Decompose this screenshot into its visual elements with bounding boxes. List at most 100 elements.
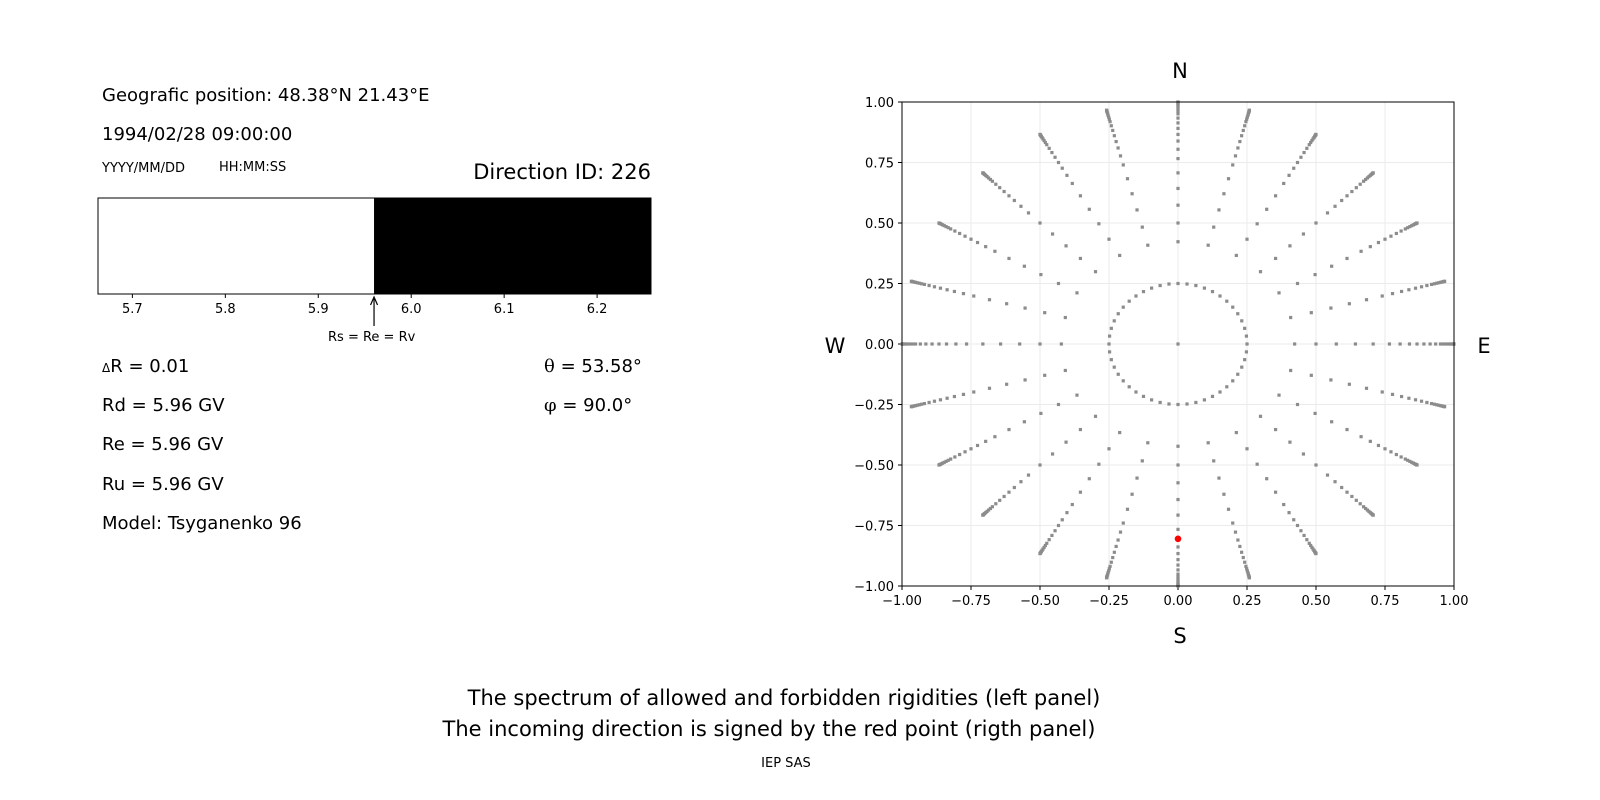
- grid-point: [1176, 126, 1180, 130]
- grid-point: [1240, 550, 1244, 554]
- grid-point: [1347, 302, 1351, 306]
- grid-point: [1245, 117, 1249, 121]
- grid-point: [1194, 400, 1198, 405]
- grid-point: [937, 342, 941, 346]
- datetime: 1994/02/28 09:00:00: [102, 124, 293, 145]
- grid-point: [1107, 569, 1111, 573]
- grid-point: [1218, 294, 1222, 298]
- grid-point: [1226, 177, 1231, 181]
- grid-point: [952, 289, 957, 294]
- grid-point: [1149, 398, 1154, 402]
- phi-value: φ = 90.0°: [544, 395, 632, 416]
- grid-point: [1387, 342, 1392, 346]
- grid-point: [1364, 298, 1369, 302]
- grid-point: [1394, 231, 1398, 236]
- grid-point: [1245, 342, 1249, 346]
- grid-point: [927, 400, 931, 405]
- grid-point: [988, 506, 992, 511]
- grid-point: [1176, 497, 1180, 502]
- y-tick-label: −0.75: [854, 520, 894, 535]
- grid-point: [1368, 245, 1372, 249]
- grid-point: [1364, 506, 1368, 511]
- grid-point: [1130, 192, 1134, 196]
- grid-point: [1313, 411, 1317, 416]
- grid-point: [1325, 473, 1330, 477]
- grid-point: [953, 455, 957, 459]
- grid-point: [969, 447, 973, 451]
- grid-point: [1334, 342, 1338, 346]
- grid-point: [908, 342, 912, 346]
- caption-line-1: The spectrum of allowed and forbidden ri…: [467, 686, 1101, 710]
- grid-point: [1212, 459, 1216, 463]
- grid-point: [1141, 394, 1146, 399]
- grid-point: [1399, 229, 1403, 233]
- grid-point: [1202, 286, 1207, 290]
- grid-point: [993, 435, 997, 439]
- grid-point: [1217, 476, 1221, 480]
- grid-point: [1107, 117, 1111, 121]
- grid-point: [1299, 529, 1303, 533]
- grid-point: [1444, 342, 1448, 346]
- grid-point: [1413, 398, 1418, 402]
- grid-point: [1104, 576, 1109, 580]
- grid-point: [937, 221, 941, 225]
- grid-point: [1282, 181, 1286, 186]
- grid-point: [961, 392, 966, 397]
- y-tick-label: −0.25: [854, 399, 894, 414]
- grid-point: [1059, 342, 1063, 346]
- grid-point: [918, 342, 922, 346]
- grid-point: [1222, 192, 1226, 196]
- grid-point: [1226, 507, 1231, 511]
- grid-point: [1176, 527, 1180, 531]
- grid-point: [1368, 439, 1372, 443]
- grid-point: [1295, 281, 1300, 286]
- grid-point: [1234, 430, 1238, 435]
- grid-point: [1425, 400, 1429, 405]
- grid-point: [1247, 108, 1252, 112]
- grid-point: [1176, 577, 1180, 581]
- grid-point: [1292, 166, 1296, 170]
- grid-point: [1047, 146, 1051, 150]
- grid-point: [1273, 194, 1278, 198]
- grid-point: [953, 229, 957, 233]
- grid-point: [1045, 143, 1049, 147]
- grid-point: [917, 403, 921, 407]
- grid-point: [1108, 120, 1112, 124]
- grid-point: [924, 342, 928, 346]
- grid-point: [1407, 342, 1412, 346]
- grid-point: [1273, 427, 1278, 432]
- grid-point: [1146, 441, 1150, 445]
- grid-point: [1292, 518, 1296, 522]
- grid-point: [1233, 154, 1238, 158]
- grid-point: [1313, 272, 1317, 277]
- grid-point: [1403, 457, 1407, 461]
- grid-point: [1050, 533, 1054, 538]
- grid-point: [1140, 459, 1144, 463]
- grid-point: [1176, 579, 1180, 583]
- grid-point: [915, 281, 919, 285]
- grid-point: [944, 459, 948, 464]
- grid-point: [1371, 171, 1375, 175]
- grid-point: [1149, 286, 1154, 290]
- grid-point: [946, 458, 950, 462]
- grid-point: [1087, 477, 1091, 481]
- grid-point: [1362, 179, 1366, 183]
- grid-point: [1243, 124, 1247, 128]
- grid-point: [1347, 382, 1351, 386]
- grid-point: [990, 505, 994, 509]
- grid-point: [1176, 116, 1180, 120]
- grid-point: [1176, 132, 1180, 137]
- grid-point: [1428, 342, 1432, 346]
- grid-point: [1314, 221, 1318, 225]
- grid-point: [1354, 498, 1358, 502]
- grid-point: [1419, 399, 1424, 403]
- grid-point: [1121, 521, 1125, 525]
- grid-point: [1358, 502, 1362, 506]
- spectrum-segment-forbidden: [374, 198, 651, 294]
- x-tick-label: 0.00: [1164, 594, 1193, 609]
- grid-point: [1194, 283, 1198, 288]
- grid-point: [1107, 350, 1112, 354]
- grid-point: [932, 399, 937, 403]
- grid-point: [1097, 462, 1101, 466]
- grid-point: [963, 234, 967, 238]
